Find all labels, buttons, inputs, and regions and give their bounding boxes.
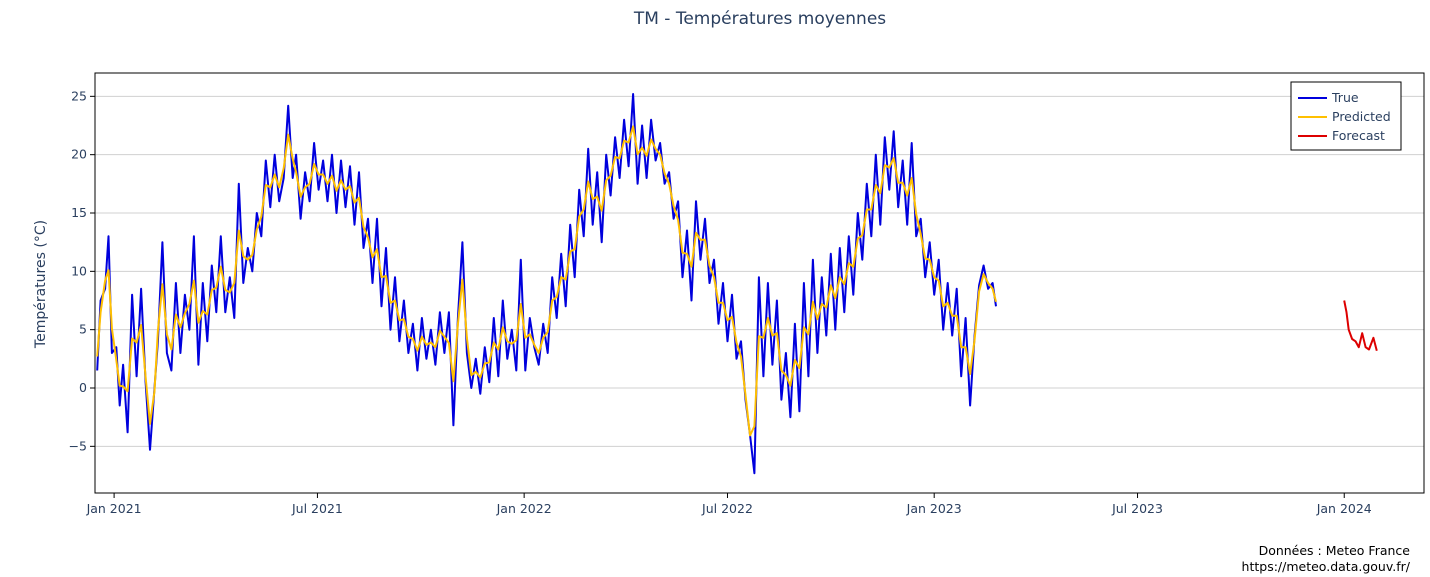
- x-axis: Jan 2021 Jul 2021 Jan 2022 Jul 2022 Jan 2023…: [86, 493, 1372, 516]
- y-tick-label: 5: [79, 322, 87, 337]
- series-line-forecast[interactable]: [1343, 300, 1378, 351]
- y-tick-label: −5: [69, 438, 87, 453]
- x-tick-label: Jul 2023: [1111, 501, 1163, 516]
- chart-title: TM - Températures moyennes: [633, 9, 886, 29]
- legend-label-true[interactable]: True: [1331, 90, 1359, 105]
- series-layer: [96, 93, 1378, 475]
- series-line-predicted[interactable]: [96, 125, 997, 437]
- grid: [95, 95, 1424, 447]
- y-tick-label: 15: [71, 205, 87, 220]
- source-line-1: Données : Meteo France: [1258, 543, 1410, 558]
- x-tick-label: Jul 2022: [701, 501, 753, 516]
- plot-frame: [94, 72, 1425, 494]
- y-tick-label: 0: [79, 380, 87, 395]
- x-tick-label: Jul 2021: [291, 501, 343, 516]
- x-tick-label: Jan 2023: [906, 501, 962, 516]
- y-tick-label: 10: [71, 263, 87, 278]
- legend[interactable]: True Predicted Forecast: [1290, 81, 1402, 151]
- source-line-2: https://meteo.data.gouv.fr/: [1241, 559, 1410, 574]
- legend-label-predicted[interactable]: Predicted: [1332, 109, 1391, 124]
- x-tick-label: Jan 2022: [496, 501, 552, 516]
- y-tick-label: 25: [71, 88, 87, 103]
- x-tick-label: Jan 2021: [86, 501, 142, 516]
- x-tick-label: Jan 2024: [1316, 501, 1372, 516]
- y-axis: −5 0 5 10 15 20 25: [69, 88, 95, 453]
- y-axis-title: Températures (°C): [33, 220, 49, 349]
- series-line-true[interactable]: [96, 93, 997, 475]
- y-tick-label: 20: [71, 147, 87, 162]
- source-credit: Données : Meteo France https://meteo.dat…: [1242, 543, 1410, 575]
- legend-label-forecast[interactable]: Forecast: [1332, 128, 1385, 143]
